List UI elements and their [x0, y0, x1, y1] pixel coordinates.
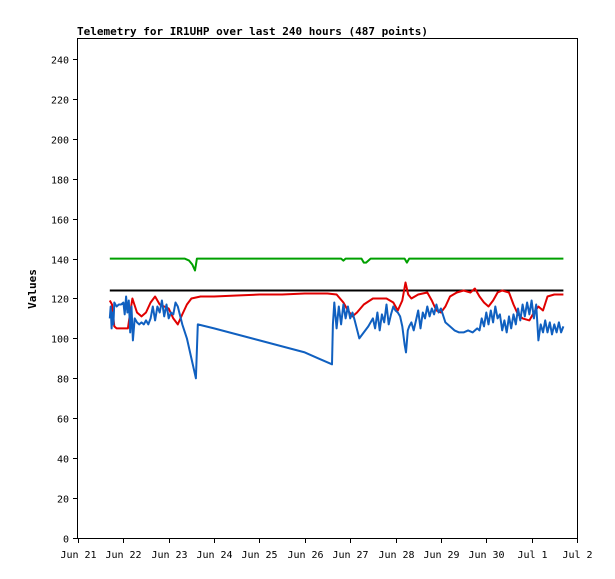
plot-frame — [77, 38, 578, 539]
x-tick-label: Jun 22 — [105, 550, 141, 561]
x-tick-label: Jun 28 — [378, 550, 414, 561]
x-tick-label: Jun 26 — [287, 550, 323, 561]
y-tick-label: 40 — [57, 455, 69, 466]
x-tick-label: Jun 24 — [196, 550, 232, 561]
y-tick-label: 160 — [51, 216, 69, 227]
y-tick-label: 80 — [57, 375, 69, 386]
y-axis: 0 20 40 60 80 100 120 140 160 180 200 220 240 — [51, 56, 77, 546]
y-tick-label: 240 — [51, 56, 69, 67]
series-line — [108, 281, 564, 330]
x-tick-label: Jun 30 — [468, 550, 504, 561]
series-line — [108, 295, 565, 380]
x-axis: Jun 21 Jun 22 Jun 23 Jun 24 Jun 25 Jun 26 Jun … — [60, 539, 593, 561]
y-tick-label: 0 — [63, 535, 69, 546]
x-tick-label: Jun 21 — [60, 550, 96, 561]
x-tick-label: Jun 25 — [241, 550, 277, 561]
y-axis-label: Values — [26, 269, 39, 309]
series-line — [109, 257, 564, 272]
y-tick-label: 100 — [51, 335, 69, 346]
y-tick-label: 60 — [57, 415, 69, 426]
x-tick-label: Jun 29 — [423, 550, 459, 561]
y-tick-label: 180 — [51, 176, 69, 187]
chart-title: Telemetry for IR1UHP over last 240 hours… — [77, 25, 428, 38]
y-tick-label: 220 — [51, 96, 69, 107]
x-tick-label: Jun 23 — [151, 550, 187, 561]
y-tick-label: 140 — [51, 256, 69, 267]
y-tick-label: 200 — [51, 136, 69, 147]
x-tick-label: Jun 27 — [332, 550, 368, 561]
x-tick-label: Jul 2 — [562, 550, 592, 561]
y-tick-label: 120 — [51, 295, 69, 306]
x-tick-label: Jul 1 — [517, 550, 547, 561]
series-layer — [108, 257, 565, 380]
y-tick-label: 20 — [57, 495, 69, 506]
